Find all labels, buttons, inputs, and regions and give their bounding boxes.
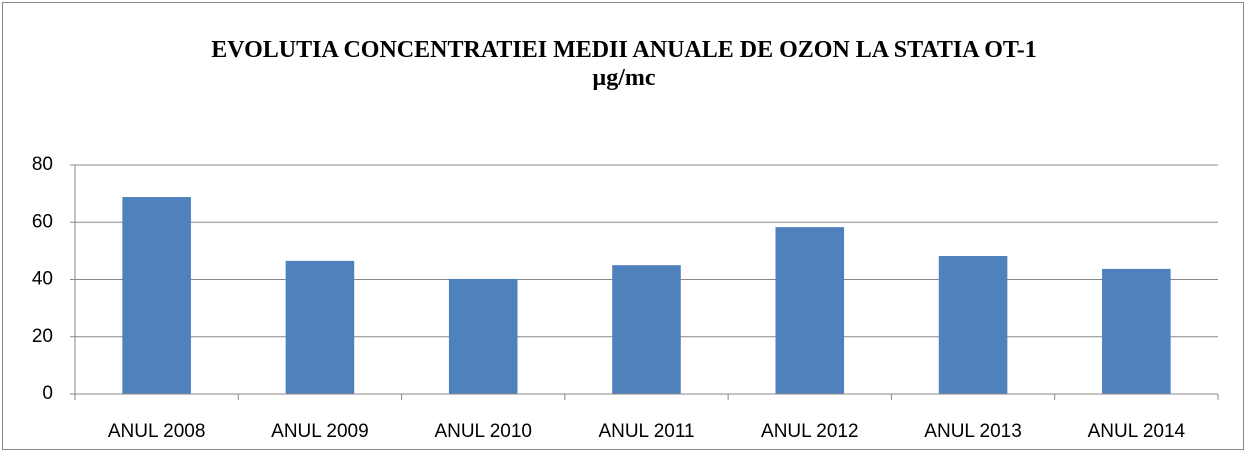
bar (938, 256, 1008, 394)
x-tick-label: ANUL 2009 (271, 421, 369, 442)
bar (775, 227, 845, 394)
y-tick-label: 0 (42, 383, 53, 404)
y-tick-label: 40 (32, 269, 53, 290)
chart-title-block: EVOLUTIA CONCENTRATIEI MEDII ANUALE DE O… (144, 36, 1104, 92)
x-tick-label: ANUL 2008 (108, 421, 206, 442)
x-tick-label: ANUL 2013 (924, 421, 1022, 442)
chart-subtitle: µg/mc (592, 65, 656, 91)
x-tick-label: ANUL 2012 (761, 421, 859, 442)
y-tick-label: 80 (32, 154, 53, 175)
chart-title: EVOLUTIA CONCENTRATIEI MEDII ANUALE DE O… (211, 37, 1037, 63)
bar (285, 260, 355, 394)
x-tick-label: ANUL 2010 (434, 421, 532, 442)
bar (612, 265, 681, 394)
bar (448, 278, 518, 394)
y-tick-label: 20 (32, 326, 53, 347)
y-tick-label: 60 (32, 211, 53, 232)
x-tick-label: ANUL 2014 (1088, 421, 1186, 442)
bar (1102, 268, 1171, 394)
bar (122, 197, 191, 394)
x-tick-label: ANUL 2011 (598, 421, 694, 442)
